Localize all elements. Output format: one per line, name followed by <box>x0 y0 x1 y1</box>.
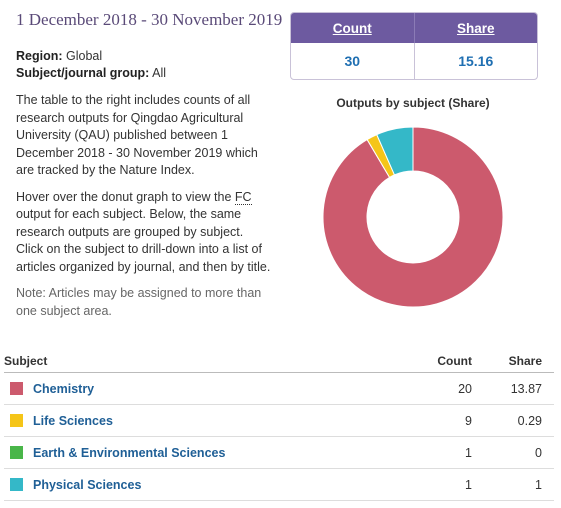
region-value: Global <box>66 49 103 63</box>
subject-group-value: All <box>152 66 167 80</box>
count-cell: 1 <box>465 477 472 492</box>
count-value: 30 <box>291 43 415 79</box>
subject-link-life-sciences[interactable]: Life Sciences <box>33 413 113 428</box>
share-cell: 13.87 <box>510 381 542 396</box>
description-paragraph-1: The table to the right includes counts o… <box>16 93 258 177</box>
subject-column-header: Subject <box>4 354 48 368</box>
summary-header: Count Share <box>291 13 537 43</box>
table-header: Subject Count Share <box>4 350 554 373</box>
summary-values: 30 15.16 <box>291 43 537 79</box>
subject-color-swatch <box>10 446 23 459</box>
table-row: Chemistry 20 13.87 <box>4 373 554 405</box>
share-cell: 0 <box>535 445 542 460</box>
donut-title: Outputs by subject (Share) <box>336 96 490 110</box>
region-line: Region: Global <box>16 48 166 65</box>
description-note: Note: Articles may be assigned to more t… <box>16 286 262 318</box>
subject-table: Subject Count Share Chemistry 20 13.87 L… <box>4 350 554 501</box>
count-cell: 20 <box>458 381 472 396</box>
donut-slice-physical-sciences[interactable] <box>376 126 414 176</box>
share-cell: 1 <box>535 477 542 492</box>
region-label: Region: <box>16 49 63 63</box>
subject-group-label: Subject/journal group: <box>16 66 150 80</box>
subject-color-swatch <box>10 478 23 491</box>
filter-meta: Region: Global Subject/journal group: Al… <box>16 48 166 82</box>
subject-link-physical-sciences[interactable]: Physical Sciences <box>33 477 142 492</box>
desc-text-2: output for each subject. Below, the same… <box>16 207 271 274</box>
subject-color-swatch <box>10 382 23 395</box>
date-range-title: 1 December 2018 - 30 November 2019 <box>16 10 283 29</box>
table-row: Physical Sciences 1 1 <box>4 469 554 501</box>
subject-cell: Life Sciences <box>4 414 392 428</box>
share-header-link[interactable]: Share <box>456 20 495 36</box>
subject-cell: Physical Sciences <box>4 478 392 492</box>
subject-group-line: Subject/journal group: All <box>16 65 166 82</box>
donut-chart[interactable] <box>322 126 504 308</box>
count-cell: 9 <box>465 413 472 428</box>
subject-link-chemistry[interactable]: Chemistry <box>33 381 95 396</box>
subject-color-swatch <box>10 414 23 427</box>
count-header-link[interactable]: Count <box>291 13 415 43</box>
table-row: Life Sciences 9 0.29 <box>4 405 554 437</box>
fc-abbreviation[interactable]: FC <box>234 189 252 205</box>
subject-cell: Chemistry <box>4 382 392 396</box>
share-column-header: Share <box>508 354 542 368</box>
count-cell: 1 <box>465 445 472 460</box>
subject-cell: Earth & Environmental Sciences <box>4 446 392 460</box>
desc-text: Hover over the donut graph to view the <box>16 189 235 204</box>
share-value: 15.16 <box>458 53 494 69</box>
count-column-header: Count <box>437 354 472 368</box>
donut-slice-chemistry[interactable] <box>322 126 504 308</box>
share-cell: 0.29 <box>517 413 542 428</box>
description-paragraph-2: Hover over the donut graph to view the F… <box>16 189 271 277</box>
subject-link-earth-environmental[interactable]: Earth & Environmental Sciences <box>33 445 226 460</box>
table-row: Earth & Environmental Sciences 1 0 <box>4 437 554 469</box>
summary-box: Count Share 30 15.16 <box>290 12 538 80</box>
description: The table to the right includes counts o… <box>16 92 271 329</box>
